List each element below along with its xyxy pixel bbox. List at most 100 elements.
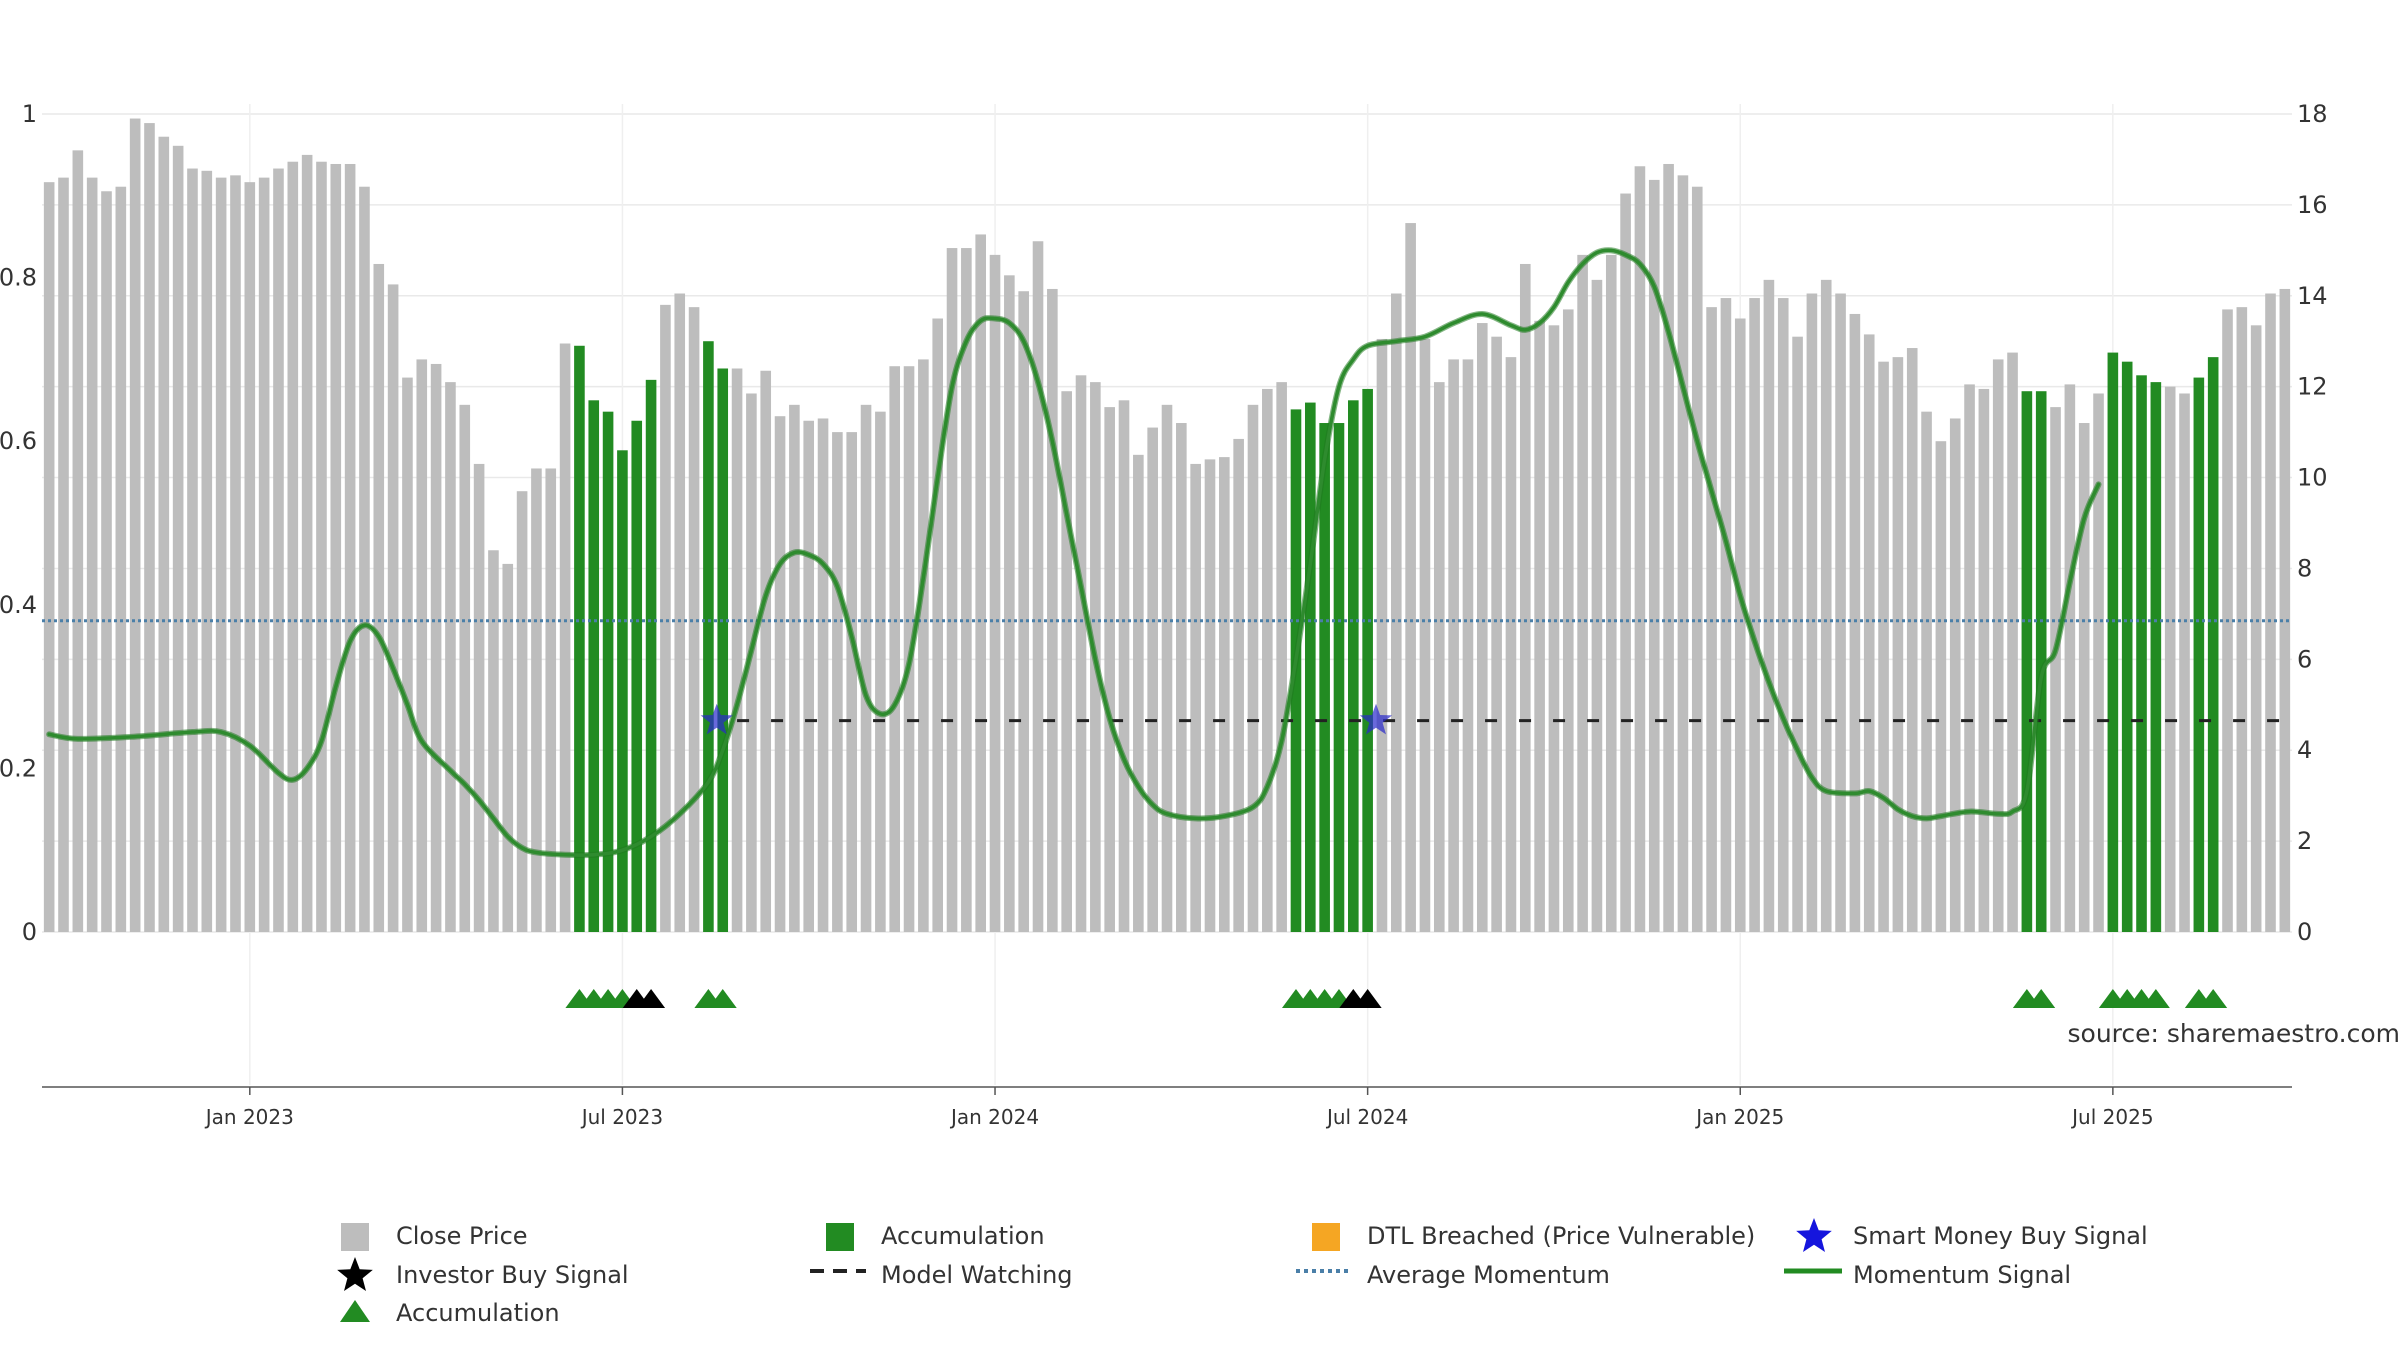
- accumulation-bar: [1319, 423, 1330, 932]
- close-price-bar: [2078, 423, 2090, 932]
- close-price-bar: [1935, 441, 1947, 932]
- close-price-bar: [918, 359, 929, 932]
- accumulation-bar: [2035, 391, 2047, 932]
- close-price-bar: [1462, 359, 1474, 932]
- close-price-bar: [846, 432, 858, 932]
- accumulation-bar: [631, 420, 643, 932]
- accumulation-triangle: [2199, 989, 2228, 1008]
- accumulation-bar: [1333, 423, 1345, 932]
- close-price-bar: [1032, 241, 1044, 932]
- close-price-bar: [488, 550, 499, 932]
- close-price-bar: [746, 393, 757, 932]
- close-price-bar: [1577, 254, 1588, 932]
- close-price-bar: [1720, 298, 1732, 932]
- right-axis-tick: 18: [2297, 100, 2328, 128]
- x-tick-label: Jul 2025: [2070, 1105, 2153, 1129]
- close-price-bar: [1663, 163, 1674, 932]
- close-price-bar: [344, 163, 356, 932]
- close-price-bar: [803, 420, 815, 932]
- close-price-bar: [1262, 388, 1273, 932]
- left-axis-tick: 0.6: [0, 427, 37, 455]
- close-price-bar: [516, 491, 528, 932]
- x-tick-label: Jan 2023: [204, 1105, 294, 1129]
- close-price-bar: [1133, 454, 1144, 932]
- close-price-bar: [402, 377, 413, 933]
- close-price-bar: [115, 186, 127, 932]
- right-axis-tick: 8: [2297, 554, 2312, 582]
- close-price-bar: [373, 263, 385, 932]
- accumulation-bar: [2150, 382, 2162, 933]
- close-price-bar: [1176, 423, 1187, 932]
- accumulation-bar: [574, 345, 585, 932]
- close-price-bar: [459, 404, 471, 932]
- right-axis-tick: 4: [2297, 736, 2312, 764]
- close-price-bar: [1047, 288, 1058, 932]
- close-price-bar: [2279, 288, 2291, 932]
- accumulation-bar: [2021, 391, 2033, 932]
- close-price-bar: [946, 248, 958, 933]
- close-price-bar: [1763, 279, 1775, 933]
- close-price-bar: [473, 463, 485, 932]
- close-price-bar: [1677, 175, 1689, 933]
- left-axis-tick: 0.4: [0, 591, 37, 619]
- close-price-bar: [1806, 293, 1818, 932]
- close-price-bar: [1376, 338, 1388, 932]
- close-price-bar: [201, 170, 213, 933]
- x-tick-label: Jul 2024: [1325, 1105, 1408, 1129]
- close-price-bar: [1419, 338, 1431, 932]
- left-axis-tick: 1: [22, 100, 37, 128]
- close-price-bar: [86, 177, 98, 933]
- source-text: source: sharemaestro.com: [2068, 1019, 2400, 1048]
- close-price-bar: [187, 168, 198, 933]
- close-price-bar: [860, 404, 872, 932]
- accumulation-bar: [588, 400, 600, 932]
- close-price-bar: [430, 363, 442, 932]
- close-price-bar: [2007, 352, 2018, 932]
- close-price-bar: [273, 168, 284, 933]
- close-price-bar: [1491, 336, 1502, 933]
- close-price-bar: [1878, 361, 1889, 932]
- close-price-bar: [2050, 407, 2061, 932]
- close-price-bar: [287, 161, 299, 932]
- accumulation-triangle: [708, 989, 737, 1008]
- close-price-bar: [1247, 404, 1259, 932]
- close-price-bar: [58, 177, 69, 933]
- close-price-bar: [1118, 400, 1130, 932]
- accumulation-triangle: [2141, 989, 2170, 1008]
- close-price-bar: [2093, 393, 2104, 932]
- accumulation-bar: [1348, 400, 1359, 932]
- x-tick-label: Jan 2024: [949, 1105, 1039, 1129]
- close-price-bar: [215, 177, 227, 933]
- right-axis-tick: 0: [2297, 918, 2312, 946]
- right-axis-tick: 6: [2297, 645, 2312, 673]
- close-price-bars: [43, 118, 2291, 933]
- close-price-bar: [1634, 166, 1646, 932]
- accumulation-bar: [2121, 361, 2133, 932]
- accumulation-bar: [717, 368, 729, 932]
- close-price-bar: [688, 307, 700, 932]
- accumulation-bar: [602, 411, 614, 932]
- momentum-layer: [46, 247, 2102, 859]
- close-price-bar: [2179, 393, 2190, 932]
- close-price-bar: [1792, 336, 1803, 933]
- right-axis-tick: 14: [2297, 282, 2328, 310]
- close-price-bar: [1104, 407, 1115, 932]
- x-tick-label: Jul 2023: [580, 1105, 663, 1129]
- close-price-bar: [1390, 293, 1402, 932]
- close-price-bar: [1204, 459, 1216, 932]
- close-price-bar: [731, 368, 743, 932]
- close-price-bar: [1061, 391, 1072, 932]
- close-price-bar: [1648, 179, 1660, 933]
- close-price-bar: [1734, 318, 1746, 932]
- close-price-bar: [1906, 348, 1918, 932]
- close-price-bar: [301, 154, 313, 932]
- right-axis-tick: 10: [2297, 464, 2328, 492]
- close-price-bar: [1620, 193, 1631, 932]
- close-price-bar: [817, 418, 829, 932]
- close-price-bar: [2265, 293, 2276, 932]
- close-price-bar: [2236, 307, 2248, 932]
- smart-money-stars: [700, 703, 1393, 735]
- close-price-bar: [2064, 384, 2076, 933]
- close-price-bar: [1433, 382, 1445, 933]
- close-price-bar: [1219, 457, 1230, 932]
